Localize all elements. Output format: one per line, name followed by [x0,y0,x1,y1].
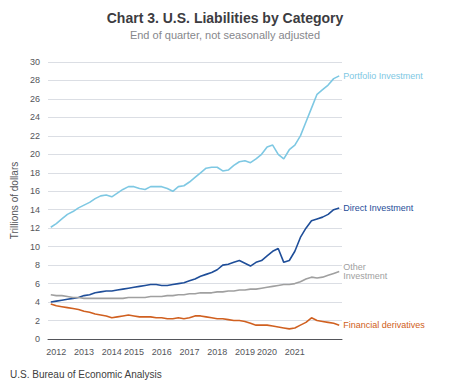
svg-text:2013: 2013 [74,347,94,357]
svg-text:30: 30 [30,57,40,67]
svg-text:U.S. Bureau of Economic Analys: U.S. Bureau of Economic Analysis [10,369,162,380]
svg-text:2: 2 [35,316,40,326]
svg-text:2018: 2018 [207,347,227,357]
svg-text:Other: Other [343,262,366,273]
svg-text:4: 4 [35,297,40,307]
svg-text:2014: 2014 [102,347,122,357]
svg-text:2016: 2016 [152,347,172,357]
svg-text:22: 22 [30,131,40,141]
svg-text:Investment: Investment [343,271,388,281]
svg-text:18: 18 [30,168,40,178]
svg-text:26: 26 [30,94,40,104]
svg-text:28: 28 [30,75,40,85]
svg-text:6: 6 [35,279,40,289]
svg-text:20: 20 [30,149,40,159]
svg-text:Portfolio Investment: Portfolio Investment [343,71,423,81]
svg-text:2020: 2020 [257,347,277,357]
svg-text:0: 0 [35,334,40,344]
svg-text:Trillions of dollars: Trillions of dollars [9,162,20,239]
svg-text:8: 8 [35,260,40,270]
svg-text:2012: 2012 [46,347,66,357]
svg-text:14: 14 [30,205,40,215]
svg-text:2015: 2015 [124,347,144,357]
svg-text:10: 10 [30,242,40,252]
svg-text:End of quarter, not seasonally: End of quarter, not seasonally adjusted [130,29,320,41]
svg-text:2017: 2017 [179,347,199,357]
svg-text:Direct Investment: Direct Investment [343,203,414,213]
svg-text:Chart 3. U.S. Liabilities by C: Chart 3. U.S. Liabilities by Category [107,10,344,26]
svg-text:16: 16 [30,186,40,196]
svg-text:24: 24 [30,112,40,122]
svg-text:Financial derivatives: Financial derivatives [343,320,425,330]
svg-text:2021: 2021 [285,347,305,357]
svg-text:12: 12 [30,223,40,233]
svg-text:2019: 2019 [235,347,255,357]
